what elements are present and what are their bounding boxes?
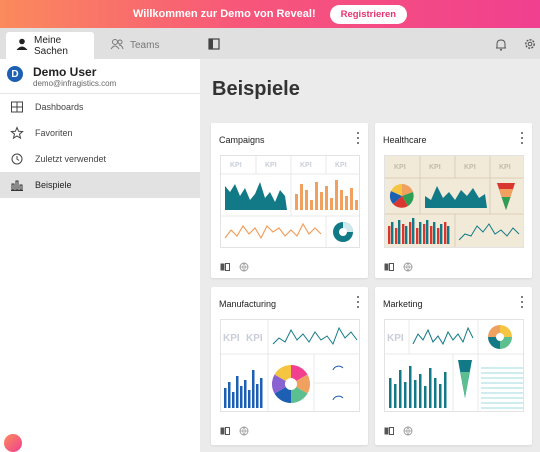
dashboard-thumbnail[interactable]: KPI KPI KPI KPI — [384, 155, 524, 248]
kpi-label: KPI — [300, 162, 312, 169]
register-button[interactable]: Registrieren — [329, 4, 408, 24]
kpi-label: KPI — [464, 164, 476, 171]
sidebar-item-dashboards[interactable]: Dashboards — [0, 94, 200, 120]
sidebar-item-zuletzt-verwendet[interactable]: Zuletzt verwendet — [0, 146, 200, 172]
sidebar-item-label: Zuletzt verwendet — [35, 154, 107, 164]
panel-toggle-icon[interactable] — [206, 36, 222, 52]
bell-icon[interactable] — [493, 36, 509, 52]
kpi-label: KPI — [246, 333, 263, 344]
kpi-label: KPI — [394, 164, 406, 171]
kpi-label: KPI — [429, 164, 441, 171]
person-icon — [16, 38, 28, 53]
kpi-label: KPI — [223, 333, 240, 344]
star-icon — [10, 126, 24, 140]
card-campaigns[interactable]: Campaigns KPI KPI KPI KPI — [211, 123, 368, 278]
book-icon[interactable] — [384, 259, 394, 277]
sidebar-item-label: Dashboards — [35, 102, 84, 112]
kpi-label: KPI — [230, 162, 242, 169]
dashboard-thumbnail[interactable]: KPI — [384, 319, 524, 412]
more-icon[interactable] — [356, 296, 360, 308]
chart-icon — [10, 178, 24, 192]
page-title: Beispiele — [212, 78, 300, 100]
book-icon[interactable] — [384, 423, 394, 441]
promo-banner: Willkommen zur Demo von Reveal! Registri… — [0, 0, 540, 28]
main-content: Beispiele Campaigns KPI KPI KPI KPI — [200, 59, 540, 452]
globe-icon[interactable] — [239, 423, 249, 441]
user-name: Demo User — [33, 65, 97, 79]
card-title: Manufacturing — [219, 299, 277, 309]
sidebar: D Demo User demo@infragistics.com Dashbo… — [0, 59, 200, 452]
card-title: Campaigns — [219, 135, 265, 145]
user-profile[interactable]: D Demo User demo@infragistics.com — [0, 59, 200, 94]
globe-icon[interactable] — [403, 423, 413, 441]
card-healthcare[interactable]: Healthcare KPI KPI KPI KPI — [375, 123, 532, 278]
kpi-label: KPI — [387, 333, 404, 344]
kpi-label: KPI — [499, 164, 511, 171]
card-title: Healthcare — [383, 135, 427, 145]
kpi-label: KPI — [335, 162, 347, 169]
kpi-label: KPI — [265, 162, 277, 169]
sidebar-item-favoriten[interactable]: Favoriten — [0, 120, 200, 146]
banner-text: Willkommen zur Demo von Reveal! — [132, 8, 316, 20]
book-icon[interactable] — [220, 423, 230, 441]
sidebar-item-beispiele[interactable]: Beispiele — [0, 172, 200, 198]
avatar: D — [7, 66, 23, 82]
user-email: demo@infragistics.com — [33, 79, 117, 88]
people-icon — [110, 38, 124, 53]
sidebar-item-label: Beispiele — [35, 180, 72, 190]
tab-label: Teams — [130, 40, 160, 51]
gear-icon[interactable] — [522, 36, 538, 52]
dashboard-icon — [10, 100, 24, 114]
card-title: Marketing — [383, 299, 423, 309]
more-icon[interactable] — [520, 296, 524, 308]
top-bar: Meine Sachen Teams — [0, 28, 540, 59]
more-icon[interactable] — [520, 132, 524, 144]
tab-meine-sachen[interactable]: Meine Sachen — [6, 32, 94, 59]
card-manufacturing[interactable]: Manufacturing KPI KPI — [211, 287, 368, 445]
sidebar-item-label: Favoriten — [35, 128, 73, 138]
reveal-logo — [4, 434, 22, 452]
card-marketing[interactable]: Marketing KPI — [375, 287, 532, 445]
clock-icon — [10, 152, 24, 166]
globe-icon[interactable] — [403, 259, 413, 277]
dashboard-thumbnail[interactable]: KPI KPI — [220, 319, 360, 412]
globe-icon[interactable] — [239, 259, 249, 277]
tab-label: Meine Sachen — [34, 34, 68, 57]
book-icon[interactable] — [220, 259, 230, 277]
tab-teams[interactable]: Teams — [100, 32, 169, 59]
dashboard-thumbnail[interactable]: KPI KPI KPI KPI — [220, 155, 360, 248]
more-icon[interactable] — [356, 132, 360, 144]
